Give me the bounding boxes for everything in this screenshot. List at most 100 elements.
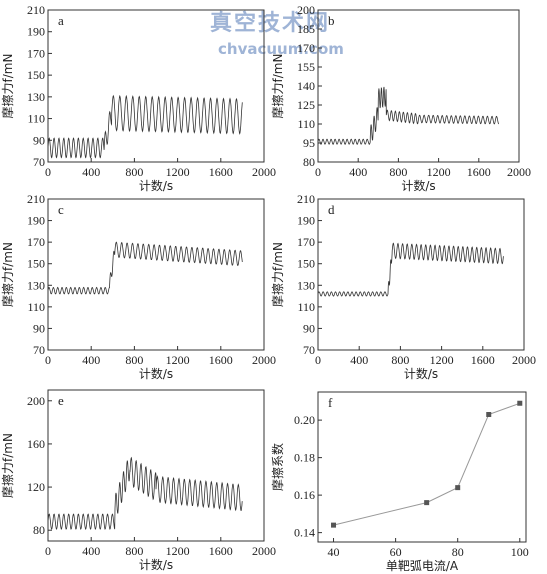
chart-b-xtick-label: 1600 <box>467 165 491 179</box>
chart-d-ylabel: 摩擦力f/mN <box>270 242 285 307</box>
watermark-line1: 真空技术网 <box>210 10 330 36</box>
chart-c-ytick-label: 90 <box>33 321 45 335</box>
chart-d-ytick-label: 90 <box>303 321 315 335</box>
chart-d-xtick-label: 1600 <box>471 353 495 367</box>
chart-d-panel-label: d <box>328 202 335 217</box>
chart-a-xtick-label: 2000 <box>252 165 276 179</box>
chart-e-xtick-label: 1600 <box>209 544 233 558</box>
chart-f-data-point <box>331 522 337 528</box>
chart-a-ytick-label: 150 <box>27 68 45 82</box>
chart-a-xtick-label: 1600 <box>209 165 233 179</box>
chart-b-ytick-label: 80 <box>303 155 315 169</box>
chart-f-ytick-label: 0.14 <box>294 526 315 540</box>
chart-c-xtick-label: 2000 <box>252 353 276 367</box>
chart-e-ylabel: 摩擦力f/mN <box>0 433 15 498</box>
chart-d-xlabel: 计数/s <box>404 366 438 381</box>
chart-c-xtick-label: 800 <box>125 353 143 367</box>
chart-e-ytick-label: 120 <box>27 480 45 494</box>
chart-d-xtick-label: 800 <box>391 353 409 367</box>
chart-e-ytick-label: 160 <box>27 437 45 451</box>
chart-d-ytick-label: 170 <box>297 235 315 249</box>
chart-e-xtick-label: 0 <box>45 544 51 558</box>
chart-f: 40 60 80 100 0.14 0.16 0.18 0.20 f 单靶弧电流/A 摩擦系数 <box>270 391 529 573</box>
chart-b-ytick-label: 95 <box>303 136 315 150</box>
chart-e-xtick-label: 400 <box>82 544 100 558</box>
chart-b-ylabel: 摩擦力f/mN <box>270 54 285 119</box>
chart-f-ytick-label: 0.20 <box>294 413 315 427</box>
chart-f-xtick-label: 40 <box>328 545 340 559</box>
chart-b-ytick-label: 185 <box>297 22 315 36</box>
chart-c: 0 400 800 1200 1600 2000 70 90 110 130 150 170 190 21… <box>0 192 276 381</box>
chart-c-ylabel: 摩擦力f/mN <box>0 242 15 307</box>
watermark: 真空技术网 chvacuum.com <box>210 10 344 58</box>
chart-c-ytick-label: 210 <box>27 192 45 206</box>
chart-c-xtick-label: 0 <box>45 353 51 367</box>
chart-b-series-line <box>317 86 500 145</box>
chart-f-xtick-label: 60 <box>390 545 402 559</box>
chart-b-ytick-label: 125 <box>297 98 315 112</box>
chart-a-xtick-label: 400 <box>82 165 100 179</box>
chart-b-panel-label: b <box>328 13 335 28</box>
chart-e-xlabel: 计数/s <box>139 557 173 572</box>
chart-a-xtick-label: 800 <box>125 165 143 179</box>
chart-d-ytick-label: 110 <box>297 300 315 314</box>
chart-c-ytick-label: 150 <box>27 257 45 271</box>
chart-d-frame <box>317 198 525 351</box>
chart-a-ylabel: 摩擦力f/mN <box>0 54 15 119</box>
chart-a-ytick-label: 170 <box>27 46 45 60</box>
chart-b-xtick-label: 0 <box>315 165 321 179</box>
chart-e-panel-label: e <box>58 393 64 408</box>
chart-a-ytick-label: 110 <box>27 112 45 126</box>
chart-a-ytick-label: 90 <box>33 133 45 147</box>
chart-b-frame <box>317 9 520 163</box>
chart-c-xtick-label: 1600 <box>209 353 233 367</box>
chart-e-ytick-label: 80 <box>33 523 45 537</box>
chart-d-xtick-label: 400 <box>350 353 368 367</box>
chart-b-ytick-label: 155 <box>297 60 315 74</box>
chart-a-xlabel: 计数/s <box>139 178 173 193</box>
chart-c-ytick-label: 130 <box>27 278 45 292</box>
chart-f-ylabel: 摩擦系数 <box>270 443 285 491</box>
chart-f-xtick-label: 100 <box>511 545 529 559</box>
chart-d-xtick-label: 1200 <box>430 353 454 367</box>
chart-c-frame <box>47 198 265 351</box>
chart-d-xtick-label: 0 <box>315 353 321 367</box>
chart-c-ytick-label: 170 <box>27 235 45 249</box>
chart-b-xtick-label: 800 <box>389 165 407 179</box>
chart-b: 0 400 800 1200 1600 2000 80 95 110 125 140 155 170 18… <box>270 3 531 193</box>
chart-b-xtick-label: 1200 <box>427 165 451 179</box>
chart-a-ytick-label: 130 <box>27 90 45 104</box>
chart-b-xtick-label: 400 <box>349 165 367 179</box>
chart-d-series-line <box>317 242 504 297</box>
chart-a-series-line <box>47 94 243 159</box>
chart-c-panel-label: c <box>58 202 64 217</box>
chart-a-ytick-label: 70 <box>33 155 45 169</box>
chart-f-data-point <box>424 500 430 506</box>
chart-c-series-line <box>47 241 243 295</box>
chart-d-ytick-label: 70 <box>303 343 315 357</box>
chart-f-data-point <box>455 485 461 491</box>
chart-b-xtick-label: 2000 <box>507 165 531 179</box>
chart-e: 0 400 800 1200 1600 2000 80 120 160 200 e 计数/s 摩擦力f/… <box>0 389 276 572</box>
chart-c-ytick-label: 190 <box>27 214 45 228</box>
chart-d-ytick-label: 210 <box>297 192 315 206</box>
chart-b-ytick-label: 200 <box>297 3 315 17</box>
chart-f-ytick-label: 0.16 <box>294 488 315 502</box>
chart-c-ytick-label: 70 <box>33 343 45 357</box>
chart-f-xtick-label: 80 <box>452 545 464 559</box>
watermark-line2: chvacuum.com <box>218 40 344 58</box>
chart-e-xtick-label: 1200 <box>166 544 190 558</box>
chart-d-xtick-label: 2000 <box>512 353 536 367</box>
chart-c-xlabel: 计数/s <box>139 366 173 381</box>
chart-a-xtick-label: 0 <box>45 165 51 179</box>
chart-e-xtick-label: 2000 <box>252 544 276 558</box>
chart-d: 0 400 800 1200 1600 2000 70 90 110 130 150 170 190 21… <box>270 192 536 381</box>
chart-f-frame <box>317 391 527 543</box>
chart-d-ytick-label: 150 <box>297 257 315 271</box>
chart-a-panel-label: a <box>58 13 64 28</box>
chart-d-ytick-label: 190 <box>297 214 315 228</box>
chart-f-xlabel: 单靶弧电流/A <box>386 559 459 573</box>
chart-a-ytick-label: 210 <box>27 3 45 17</box>
chart-e-series-line <box>47 456 243 530</box>
